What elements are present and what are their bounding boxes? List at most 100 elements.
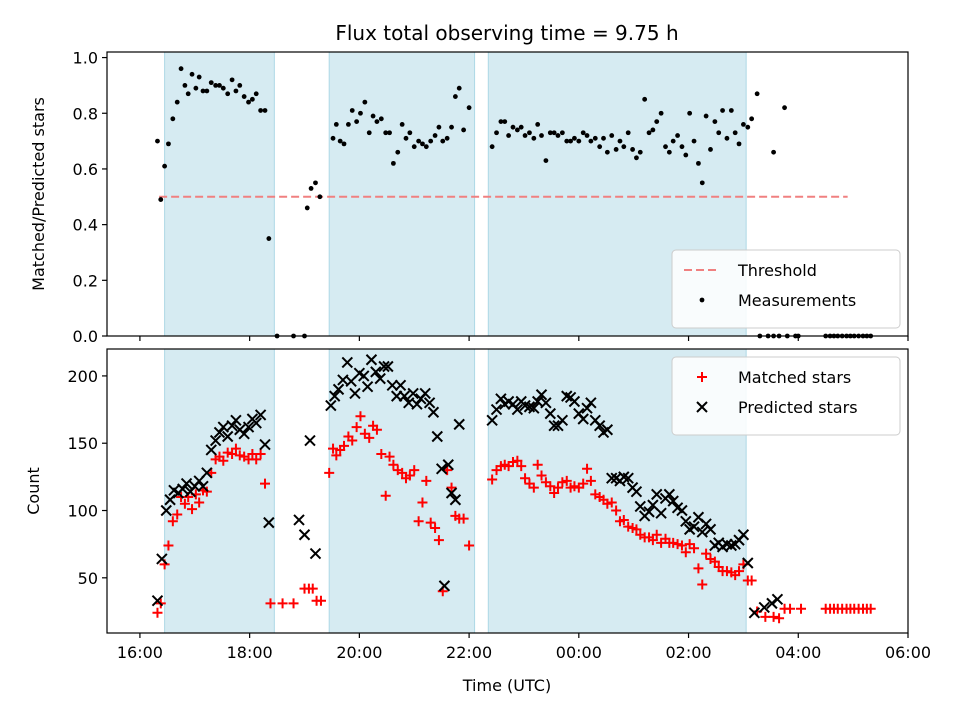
data-point (332, 383, 345, 396)
chart-title: Flux total observing time = 9.75 h (335, 21, 678, 45)
data-point (771, 149, 776, 155)
data-point (246, 99, 251, 105)
data-point (213, 426, 226, 439)
x-tick-label: 18:00 (227, 643, 273, 662)
y-tick-label: 50 (78, 569, 98, 588)
data-point (234, 450, 245, 461)
data-point (728, 108, 734, 113)
y-axis-label: Count (24, 467, 43, 515)
x-tick-label: 02:00 (665, 643, 711, 662)
data-point (737, 529, 750, 541)
data-point (679, 144, 685, 150)
data-point (518, 124, 524, 130)
data-point (528, 482, 539, 493)
data-point (742, 557, 754, 569)
data-point (680, 547, 691, 558)
data-point (676, 504, 688, 517)
data-point (487, 474, 498, 485)
data-point (449, 124, 454, 130)
data-point (611, 505, 622, 516)
data-point (539, 133, 544, 138)
data-point (785, 603, 796, 614)
data-point (258, 108, 264, 113)
data-point (249, 96, 255, 102)
data-point (162, 163, 168, 169)
data-point (152, 607, 163, 618)
data-point (233, 88, 239, 94)
data-point (621, 144, 627, 150)
x-tick-label: 16:00 (117, 643, 163, 662)
legend-label: Measurements (738, 291, 856, 310)
data-point (745, 124, 751, 130)
data-point (613, 147, 619, 152)
data-point (201, 467, 213, 479)
data-point (511, 403, 524, 416)
data-point (631, 524, 642, 535)
data-point (178, 66, 184, 72)
data-point (201, 486, 212, 497)
data-point (602, 498, 613, 509)
data-point (696, 160, 701, 166)
data-point (545, 481, 556, 492)
data-point (411, 398, 423, 410)
observing-window (328, 51, 476, 337)
data-point (865, 603, 876, 614)
data-point (313, 180, 318, 186)
legend-marker (699, 297, 705, 303)
observing-window (164, 51, 275, 337)
data-point (180, 477, 193, 490)
data-point (411, 144, 417, 150)
data-point (317, 194, 323, 200)
data-point (716, 130, 722, 136)
data-point (308, 186, 314, 191)
x-axis-label: Time (UTC) (462, 676, 551, 695)
data-point (358, 370, 370, 382)
data-point (217, 83, 222, 88)
data-point (535, 121, 541, 127)
data-point (774, 613, 785, 624)
data-point (548, 420, 560, 432)
data-point (650, 127, 656, 133)
data-point (725, 539, 738, 552)
data-point (581, 402, 593, 414)
data-point (544, 407, 557, 420)
data-point (514, 127, 520, 133)
data-point (221, 430, 234, 443)
data-point (559, 130, 565, 136)
data-point (444, 135, 450, 141)
data-point (512, 455, 523, 466)
data-point (204, 88, 210, 94)
data-point (551, 130, 557, 136)
data-point (746, 575, 757, 586)
y-tick-label: 0.0 (73, 327, 98, 346)
data-point (585, 397, 597, 409)
data-point (427, 406, 440, 418)
data-point (365, 354, 378, 366)
y-tick-label: 0.2 (73, 271, 98, 290)
data-point (262, 108, 268, 113)
legend-label: Matched stars (738, 368, 851, 387)
legend-box (671, 356, 901, 436)
y-tick-label: 0.8 (73, 104, 98, 123)
data-point (304, 434, 316, 447)
data-point (552, 482, 563, 493)
data-point (378, 116, 384, 122)
data-point (697, 579, 708, 590)
data-point (490, 403, 503, 416)
y-axis-label: Matched/Predicted stars (29, 97, 48, 291)
data-point (397, 467, 408, 478)
data-point (225, 91, 231, 97)
data-point (230, 414, 242, 427)
data-point (630, 147, 635, 152)
legend-box (671, 249, 901, 329)
data-point (766, 597, 778, 610)
data-point (520, 473, 531, 484)
data-point (601, 424, 614, 436)
data-point (209, 434, 222, 447)
data-point (328, 390, 341, 402)
data-point (217, 421, 230, 433)
data-point (403, 135, 409, 141)
data-point (668, 537, 679, 548)
data-point (416, 138, 422, 144)
data-point (187, 504, 198, 515)
